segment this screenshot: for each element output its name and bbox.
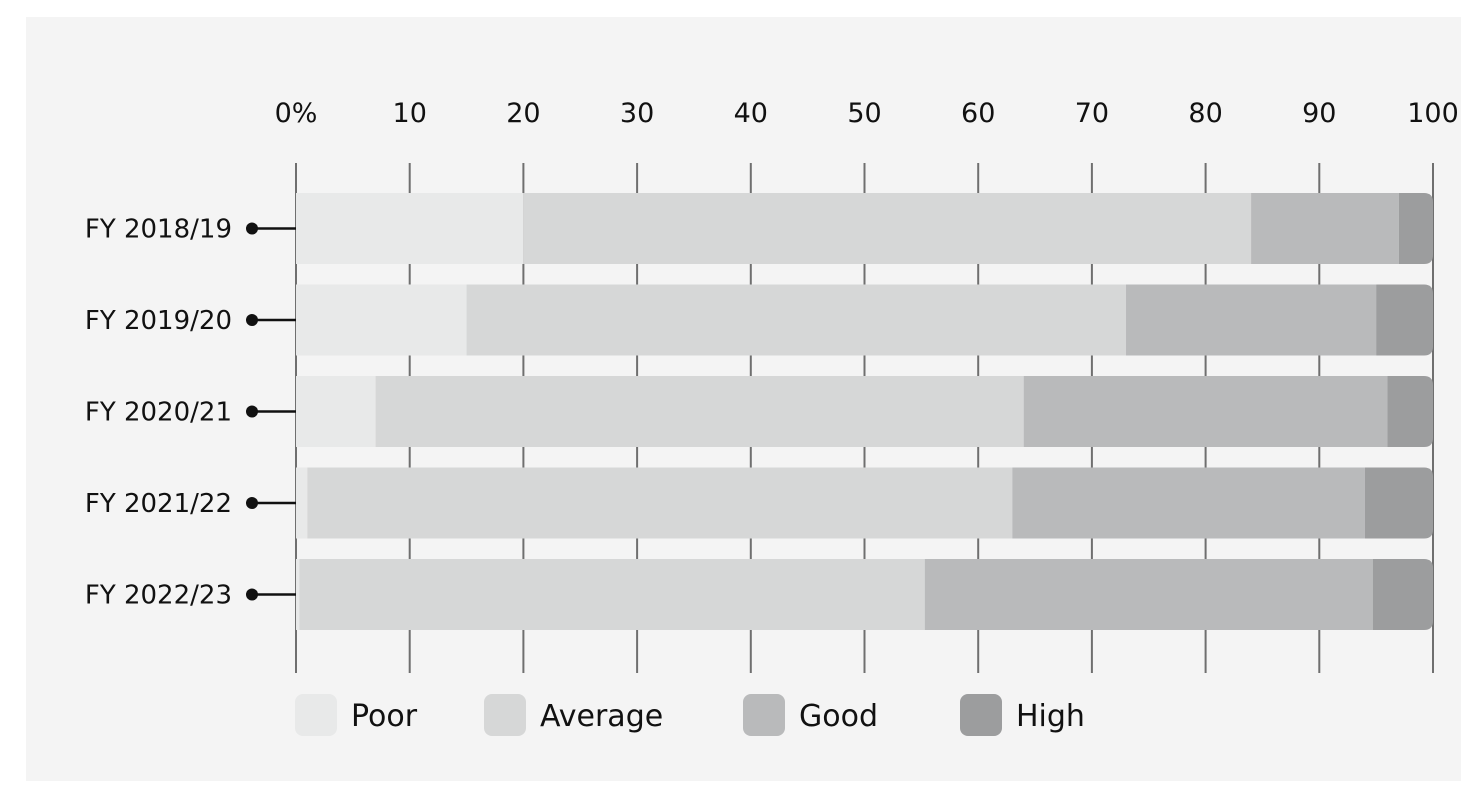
x-tick-label: 0% xyxy=(275,98,318,129)
x-tick-label: 40 xyxy=(734,98,768,129)
legend-label-good: Good xyxy=(799,699,878,734)
category-label: FY 2020/21 xyxy=(85,398,232,428)
legend: Poor Average Good High xyxy=(295,694,1085,736)
bar-segment-high xyxy=(1387,376,1433,447)
bar-segment-good xyxy=(1012,467,1365,539)
x-tick-label: 10 xyxy=(393,98,427,129)
x-tick-label: 90 xyxy=(1302,98,1336,129)
legend-label-high: High xyxy=(1016,699,1085,734)
x-tick-label: 50 xyxy=(847,98,881,129)
bar-segment-good xyxy=(1023,376,1388,447)
bar-segment-high xyxy=(1376,284,1433,356)
category-label: FY 2019/20 xyxy=(85,306,232,336)
bar-segment-average xyxy=(299,559,925,630)
category-labels: FY 2018/19 FY 2019/20 FY 2020/21 FY 2021/22… xyxy=(85,215,296,611)
category-label: FY 2022/23 xyxy=(85,581,232,611)
bar-segment-high xyxy=(1398,193,1433,264)
legend-label-poor: Poor xyxy=(351,699,418,734)
bar-segment-poor xyxy=(296,376,376,447)
bar-segment-good xyxy=(1126,284,1377,356)
bar-segment-average xyxy=(307,467,1013,539)
x-tick-label: 20 xyxy=(506,98,540,129)
category-label: FY 2018/19 xyxy=(85,215,232,245)
x-tick-label: 70 xyxy=(1075,98,1109,129)
bar-segment-poor xyxy=(296,559,300,630)
bar-segment-poor xyxy=(296,284,467,356)
bars xyxy=(296,193,1433,630)
category-label: FY 2021/22 xyxy=(85,489,232,519)
x-tick-label: 30 xyxy=(620,98,654,129)
bar-segment-high xyxy=(1364,467,1433,539)
x-tick-label: 80 xyxy=(1188,98,1222,129)
bar-segment-poor xyxy=(296,193,524,264)
bar-segment-average xyxy=(523,193,1252,264)
bar-segment-good xyxy=(1251,193,1399,264)
bar-segment-average xyxy=(466,284,1127,356)
x-tick-label: 100 xyxy=(1407,98,1459,129)
x-tick-label: 60 xyxy=(961,98,995,129)
legend-swatch-average xyxy=(484,694,526,736)
legend-label-average: Average xyxy=(540,699,663,734)
bar-segment-high xyxy=(1372,559,1433,630)
legend-swatch-high xyxy=(960,694,1002,736)
legend-swatch-good xyxy=(743,694,785,736)
legend-swatch-poor xyxy=(295,694,337,736)
x-axis-tick-labels: 0% 10 20 30 40 50 60 70 80 90 100 xyxy=(275,98,1459,129)
bar-segment-poor xyxy=(296,467,308,539)
bar-segment-average xyxy=(375,376,1024,447)
bar-segment-good xyxy=(924,559,1373,630)
